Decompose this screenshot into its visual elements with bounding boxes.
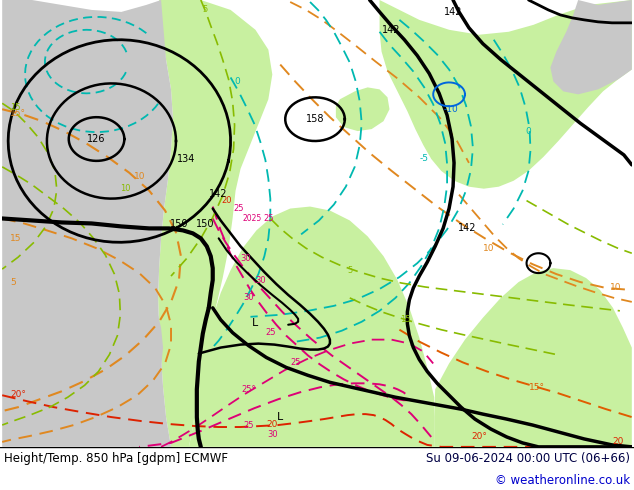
Text: 158: 158 — [306, 114, 324, 124]
Text: 15°: 15° — [10, 109, 26, 118]
Text: 15°: 15° — [529, 383, 545, 392]
Text: 25°: 25° — [241, 385, 256, 394]
Text: 30: 30 — [240, 254, 251, 263]
Text: 25: 25 — [233, 204, 244, 213]
Text: 20°: 20° — [471, 433, 487, 441]
Text: 5: 5 — [10, 277, 16, 287]
Text: 0: 0 — [526, 126, 531, 136]
Text: 10: 10 — [134, 172, 145, 181]
Text: 5: 5 — [347, 266, 353, 274]
Text: 30: 30 — [243, 294, 254, 302]
Text: -5: -5 — [420, 154, 429, 163]
Text: 30: 30 — [255, 275, 266, 285]
Text: L: L — [252, 318, 259, 328]
Text: 10: 10 — [120, 184, 131, 193]
Text: 20: 20 — [267, 419, 278, 429]
Text: 30: 30 — [267, 430, 278, 440]
Text: 142: 142 — [444, 7, 462, 17]
Text: 25: 25 — [243, 420, 254, 430]
Text: 142: 142 — [458, 223, 476, 233]
Text: 150: 150 — [195, 220, 214, 229]
Text: 15: 15 — [400, 315, 411, 324]
Text: L: L — [277, 412, 283, 422]
Text: 134: 134 — [177, 154, 195, 164]
Text: Height/Temp. 850 hPa [gdpm] ECMWF: Height/Temp. 850 hPa [gdpm] ECMWF — [4, 452, 228, 465]
Text: © weatheronline.co.uk: © weatheronline.co.uk — [495, 474, 630, 487]
Text: 5: 5 — [202, 5, 207, 14]
Text: 126: 126 — [87, 134, 106, 144]
Text: 150: 150 — [170, 220, 188, 229]
Text: 20: 20 — [612, 438, 624, 446]
Text: 25: 25 — [290, 358, 301, 367]
Text: 20°: 20° — [10, 390, 26, 399]
Text: 142: 142 — [382, 25, 401, 35]
Text: 25: 25 — [265, 328, 276, 337]
Text: 0: 0 — [235, 77, 240, 86]
Text: 15: 15 — [10, 234, 22, 243]
Text: 20: 20 — [221, 196, 232, 205]
Text: 10: 10 — [483, 244, 495, 253]
Text: 15: 15 — [10, 103, 21, 112]
Text: Su 09-06-2024 00:00 UTC (06+66): Su 09-06-2024 00:00 UTC (06+66) — [426, 452, 630, 465]
Text: 25: 25 — [263, 214, 274, 223]
Text: 2025: 2025 — [243, 214, 262, 223]
Text: 142: 142 — [209, 189, 228, 198]
Text: 10: 10 — [611, 284, 622, 293]
Text: -10: -10 — [444, 105, 458, 114]
